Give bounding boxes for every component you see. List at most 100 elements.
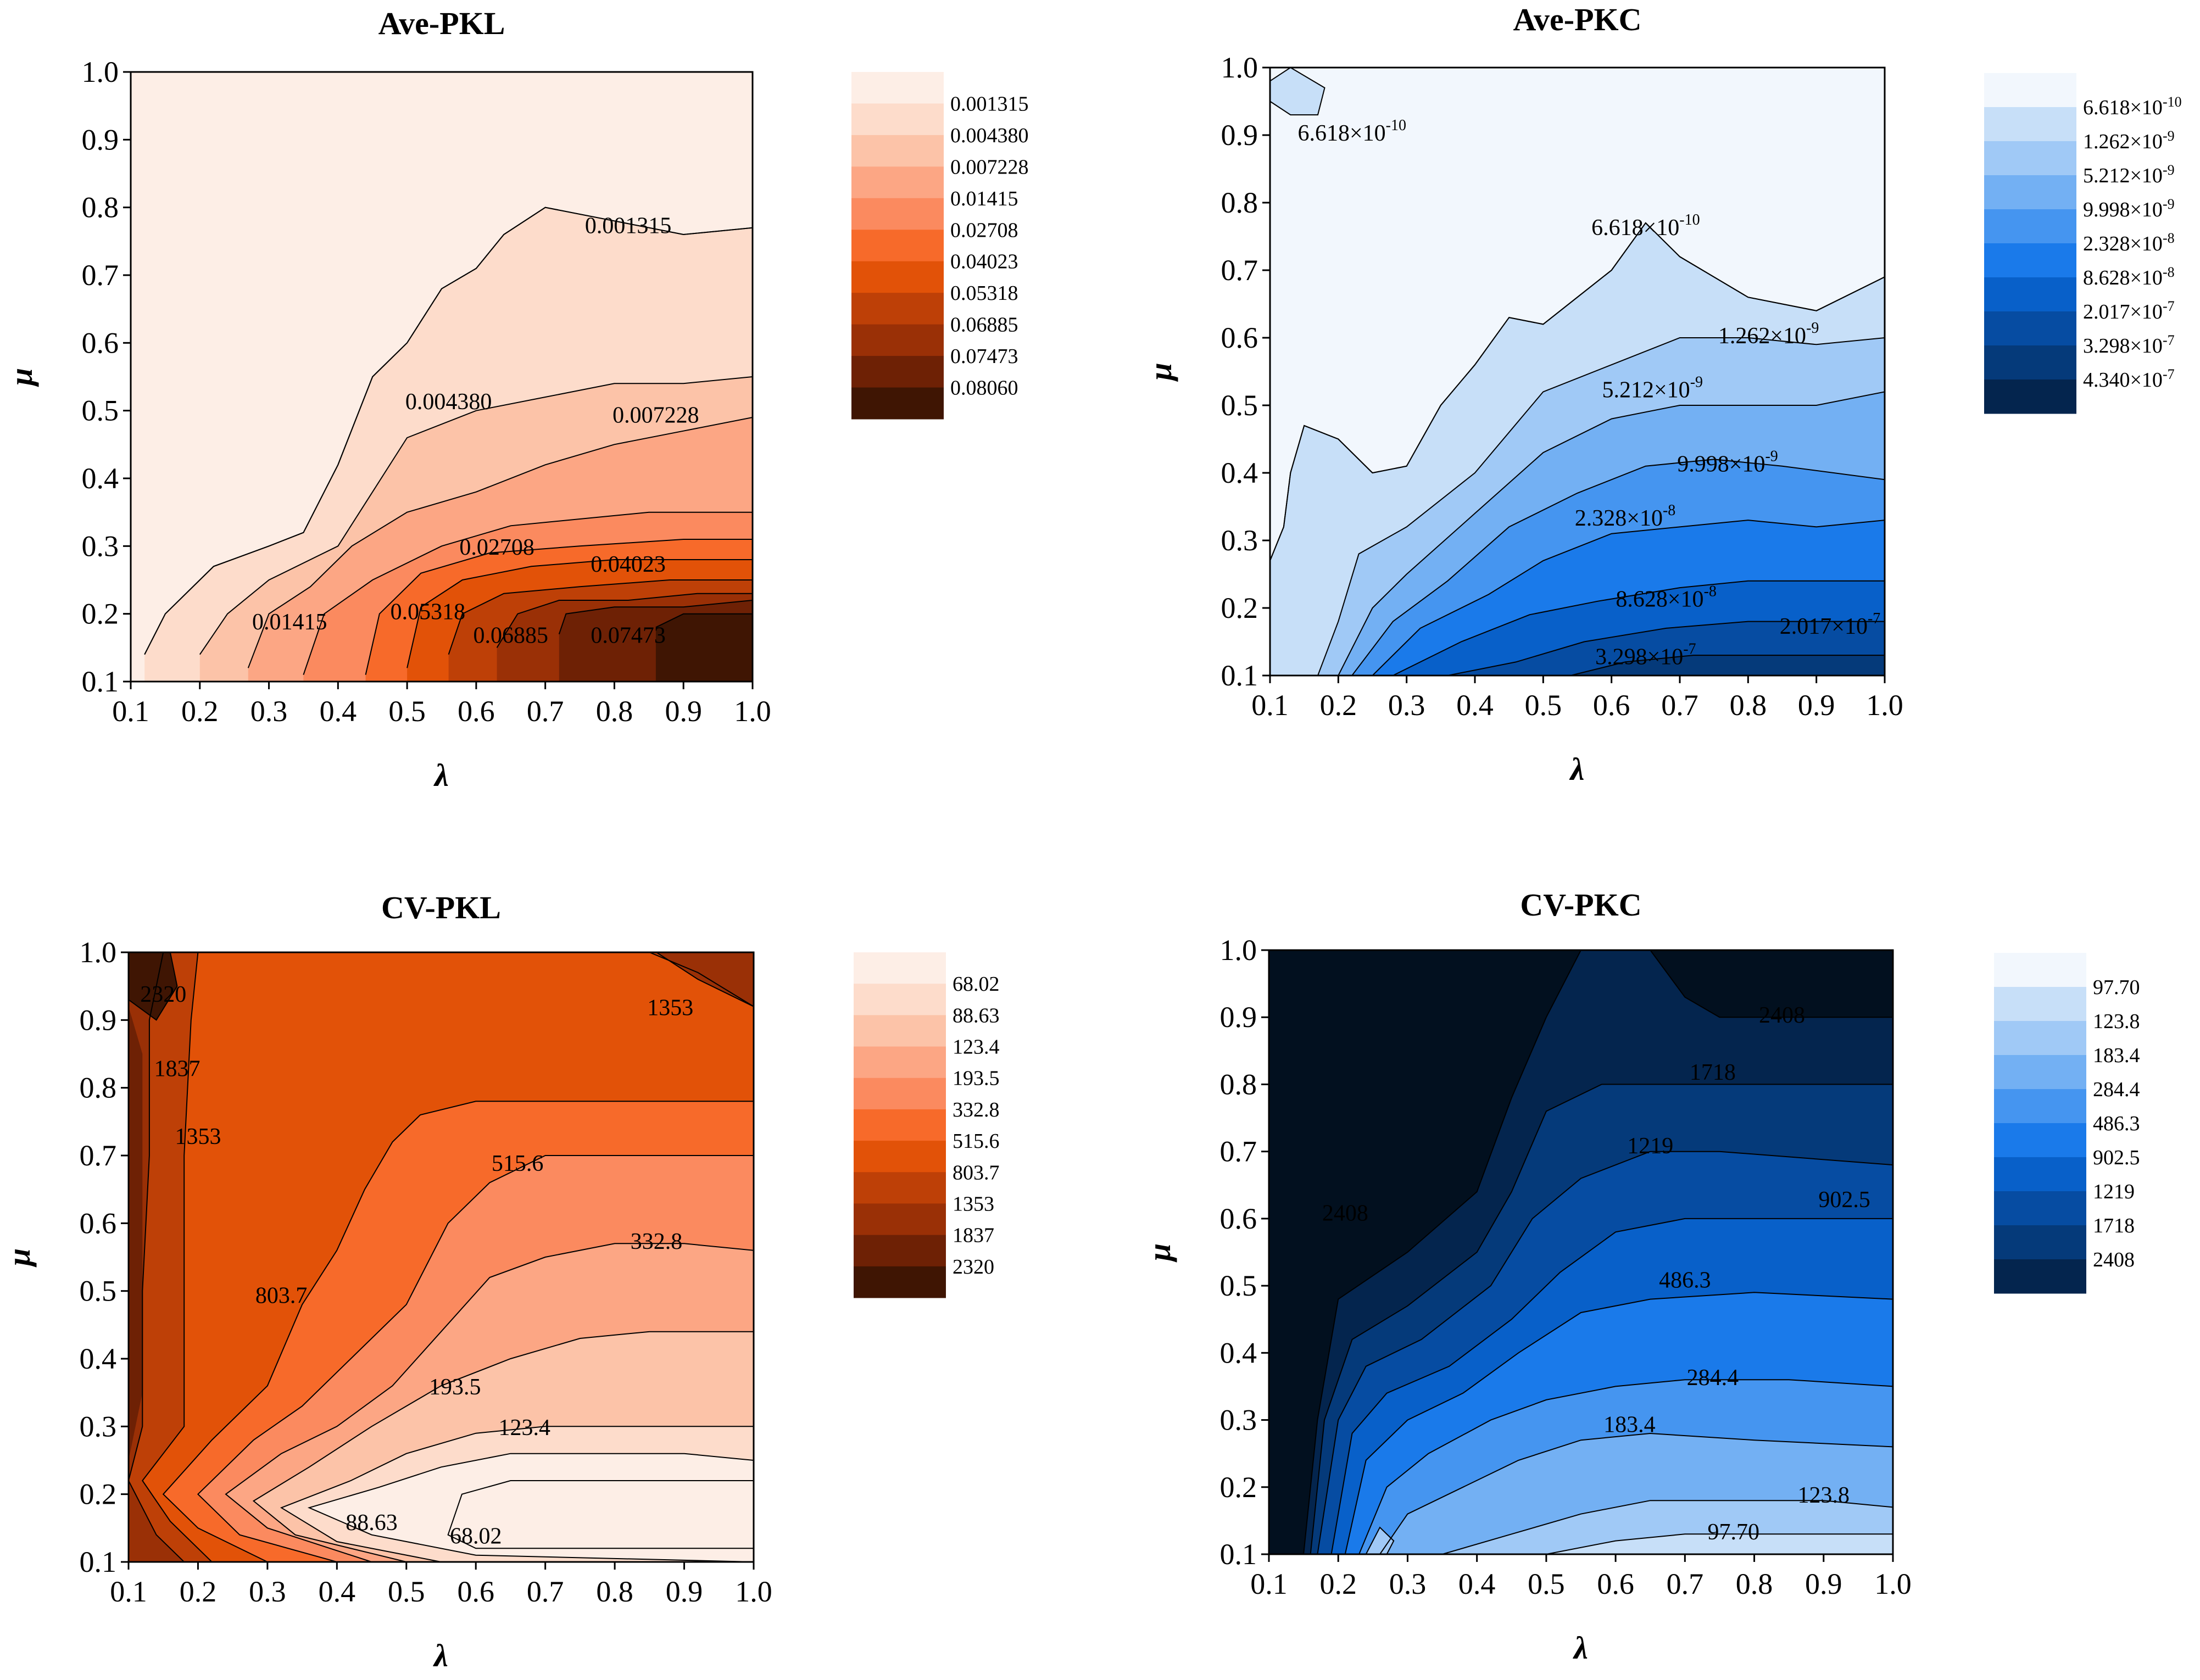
ave-pkl-contour-line-2	[199, 376, 753, 655]
legend-swatch	[851, 293, 944, 325]
ave-pkl-contour-line-5	[365, 539, 753, 675]
contour-label: 0.07473	[591, 623, 666, 648]
x-tick-label: 0.7	[527, 1575, 564, 1608]
legend-label: 68.02	[953, 973, 1000, 996]
cv-pkc-contour-line-4	[1330, 1218, 1893, 1554]
contour-label: 68.02	[450, 1523, 502, 1549]
x-tick-label: 0.2	[1319, 1567, 1357, 1600]
y-tick-label: 0.7	[1221, 254, 1258, 287]
x-tick-label: 1.0	[1866, 689, 1903, 722]
legend-label: 332.8	[953, 1098, 1000, 1121]
x-tick-label: 0.8	[1730, 689, 1767, 722]
y-tick-label: 0.9	[82, 123, 119, 156]
ave-pkc-contour-line-7	[1447, 621, 1885, 676]
y-tick-label: 0.8	[80, 1071, 117, 1104]
legend-label: 1219	[2093, 1180, 2135, 1203]
ave-pkc-band-top	[1270, 68, 1885, 561]
cv-pkl-contour-line-8	[307, 1453, 754, 1562]
legend-label: 2.328×10-8	[2083, 230, 2175, 256]
legend-swatch	[1984, 311, 2076, 346]
x-tick-label: 1.0	[734, 695, 771, 728]
y-tick-label: 1.0	[82, 55, 119, 88]
y-tick-label: 0.8	[82, 191, 119, 224]
ave-pkc-contour-fills	[1270, 68, 1885, 676]
contour-label: 88.63	[346, 1510, 398, 1536]
y-tick-label: 0.5	[80, 1275, 117, 1308]
legend-label: 486.3	[2093, 1112, 2140, 1135]
ave-pkc-contour-line-8	[1570, 655, 1885, 676]
cv-pkl-contour-line-6	[252, 1331, 754, 1562]
cv-pkc-pocket	[1365, 1526, 1395, 1554]
ave-pkl-title: Ave-PKL	[378, 5, 505, 41]
legend-swatch	[1984, 345, 2076, 380]
ave-pkc-plot-frame	[1269, 66, 1886, 677]
legend-label: 97.70	[2093, 976, 2140, 999]
cv-pkl-legend: 68.02 88.63 123.4 193.5 332.8 515.6 803.7 1353 1…	[854, 952, 1000, 1298]
ave-pkc-contour-lines	[1270, 222, 1885, 676]
ave-pkc-contour-line-3	[1338, 391, 1885, 676]
x-tick-label: 0.7	[527, 695, 564, 728]
y-tick-label: 0.6	[1220, 1202, 1257, 1235]
ave-pkc-title: Ave-PKC	[1513, 2, 1641, 37]
x-tick-label: 0.1	[1251, 689, 1289, 722]
x-tick-label: 0.4	[319, 1575, 356, 1608]
contour-label: 1718	[1690, 1060, 1736, 1085]
cv-pkc-contour-line-6	[1358, 1379, 1893, 1554]
cv-pkc-contour-line-8	[1442, 1500, 1893, 1554]
contour-label: 1.262×10-9	[1718, 320, 1819, 349]
contour-label: 183.4	[1603, 1412, 1656, 1437]
y-tick-label: 1.0	[80, 936, 117, 969]
legend-swatch	[854, 1015, 946, 1047]
cv-pkl-x-axis-label: λ	[433, 1638, 448, 1673]
cv-pkc-axis-ticks: 0.1 0.2 0.3 0.4 0.5 0.6 0.7 0.8 0.9 1.0 0.1 0.2 0.3 0…	[1220, 934, 1912, 1600]
legend-label: 1837	[953, 1224, 994, 1247]
contour-label: 332.8	[631, 1229, 683, 1254]
x-tick-label: 0.5	[388, 1575, 425, 1608]
y-tick-label: 0.1	[1220, 1538, 1257, 1571]
contour-label: 0.06885	[474, 623, 549, 648]
legend-label: 1718	[2093, 1214, 2135, 1237]
ave-pkl-band-top	[131, 72, 753, 655]
y-tick-label: 0.2	[82, 598, 119, 630]
legend-swatch	[1984, 107, 2076, 142]
legend-label: 2408	[2093, 1248, 2135, 1271]
legend-label: 2.017×10-7	[2083, 298, 2175, 324]
ave-pkc-contour-line-5	[1372, 520, 1885, 676]
cv-pkc-contour-labels: 2408 1718 1219 902.5 2408 486.3 284.4 183.4 123.…	[1322, 1003, 1870, 1545]
ave-pkl-contour-line-7	[448, 579, 753, 655]
x-tick-label: 0.6	[1597, 1567, 1634, 1600]
cv-pkl-y-axis-label: μ	[1, 1248, 37, 1268]
legend-label: 123.4	[953, 1036, 1000, 1059]
legend-swatch	[854, 1141, 946, 1173]
ave-pkc-band-8	[1570, 655, 1885, 676]
ave-pkl-contour-fills	[131, 72, 753, 682]
y-tick-label: 0.5	[82, 394, 119, 427]
legend-swatch	[854, 1235, 946, 1267]
ave-pkl-contour-line-6	[406, 559, 753, 668]
y-tick-label: 0.8	[1221, 186, 1258, 219]
y-tick-label: 0.4	[82, 462, 119, 495]
ave-pkc-axis-ticks: 0.1 0.2 0.3 0.4 0.5 0.6 0.7 0.8 0.9 1.0 0.1 0.2 0.3 0…	[1221, 51, 1903, 722]
x-tick-label: 0.3	[1389, 1567, 1427, 1600]
y-tick-label: 0.7	[80, 1139, 117, 1172]
cv-pkl-contour-line-4	[197, 1155, 754, 1562]
y-tick-label: 0.1	[82, 665, 119, 698]
contour-label: 6.618×10-10	[1297, 117, 1406, 146]
contour-label: 9.998×10-9	[1677, 448, 1778, 477]
x-tick-label: 0.8	[1736, 1567, 1773, 1600]
legend-swatch	[1984, 175, 2076, 210]
contour-label: 0.004380	[405, 389, 492, 415]
contour-label: 0.007228	[612, 403, 699, 428]
legend-label: 803.7	[953, 1161, 1000, 1184]
y-tick-label: 0.5	[1220, 1269, 1257, 1302]
x-tick-label: 1.0	[735, 1575, 772, 1608]
legend-swatch	[1994, 1055, 2086, 1090]
cv-pkc-contour-line-3	[1317, 1151, 1893, 1554]
y-tick-label: 0.7	[1220, 1135, 1257, 1168]
ave-pkc-contour-line-2	[1317, 337, 1885, 676]
cv-pkc-x-axis-label: λ	[1573, 1630, 1588, 1666]
contour-label: 803.7	[255, 1283, 308, 1309]
y-tick-label: 0.3	[80, 1410, 117, 1443]
legend-label: 1353	[953, 1192, 994, 1215]
cv-pkc-contour-line-1	[1303, 950, 1893, 1554]
